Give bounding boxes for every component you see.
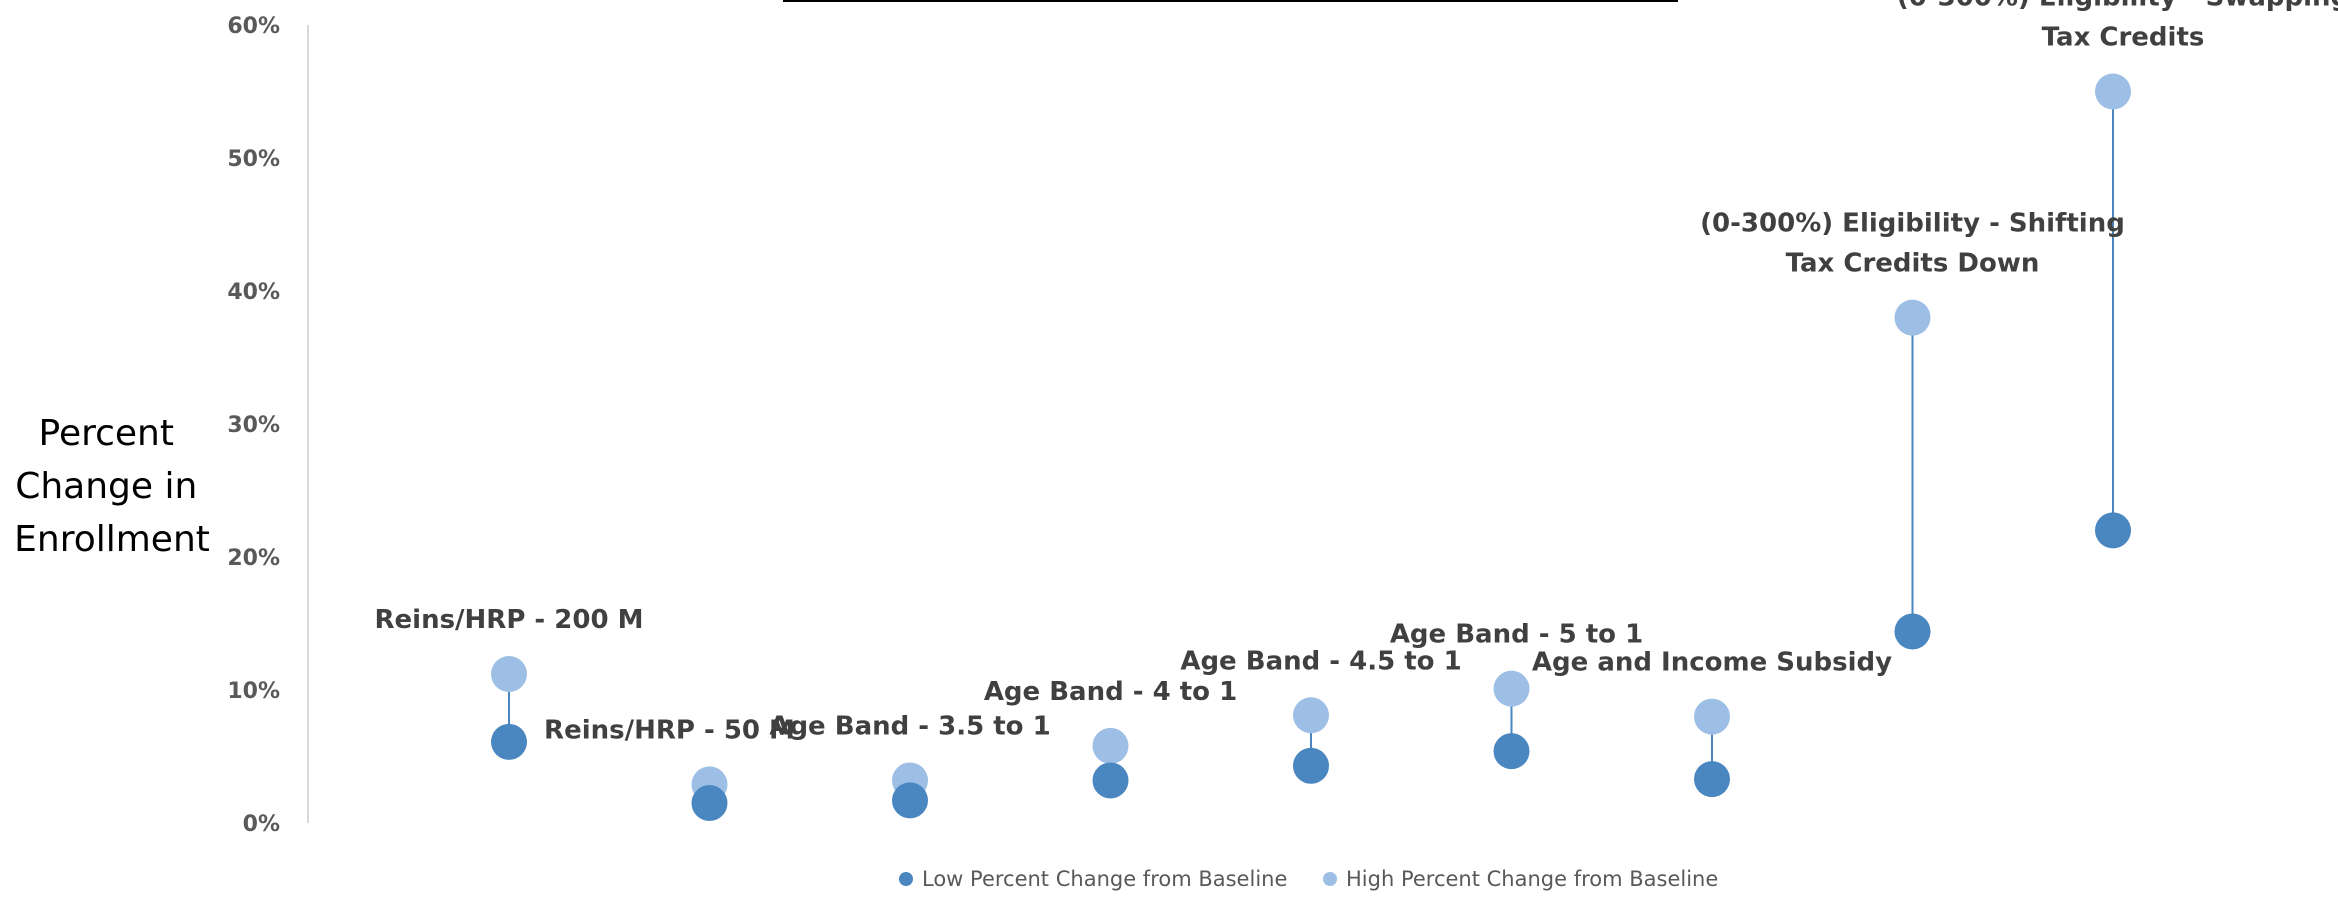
legend-marker: [1323, 872, 1337, 886]
point-label: Age Band - 4 to 1: [984, 677, 1237, 707]
y-axis-title-line-3: Enrollment: [14, 519, 210, 560]
point-label: Tax Credits: [2042, 23, 2205, 53]
low-value-point: [1694, 761, 1730, 798]
y-tick-label: 30%: [227, 413, 280, 438]
y-tick-label: 50%: [227, 147, 280, 172]
high-value-point: [1092, 727, 1129, 764]
point-label: Age and Income Subsidy: [1532, 648, 1892, 678]
point-label: (0-300%) Eligibility - Swapping: [1897, 0, 2338, 13]
y-tick-label: 0%: [243, 812, 280, 837]
legend-label: High Percent Change from Baseline: [1346, 867, 1718, 891]
low-value-point: [691, 785, 728, 822]
high-value-point: [2095, 73, 2131, 110]
legend: Low Percent Change from Baseline High Per…: [899, 867, 1718, 891]
y-axis-title-line-2: Change in: [15, 466, 197, 507]
low-value-point: [491, 723, 527, 760]
connector-lines: [508, 91, 2114, 804]
low-value-point: [2095, 512, 2131, 549]
legend-label: Low Percent Change from Baseline: [922, 867, 1287, 891]
low-value-point: [1493, 733, 1530, 770]
high-value-point: [491, 656, 527, 693]
point-label: Tax Credits Down: [1786, 249, 2040, 279]
low-value-point: [1092, 762, 1129, 799]
high-value-point: [1493, 670, 1530, 707]
high-value-point: [1293, 697, 1329, 734]
point-label: (0-300%) Eligibility - Shifting: [1700, 209, 2125, 239]
y-tick-labels: 0% 10% 20% 30% 40% 50% 60%: [227, 14, 280, 837]
low-value-point: [1293, 747, 1329, 784]
y-tick-label: 20%: [227, 546, 280, 571]
legend-marker: [899, 872, 913, 886]
point-label: Age Band - 3.5 to 1: [769, 711, 1050, 741]
low-value-point: [892, 782, 928, 819]
y-tick-label: 60%: [227, 14, 280, 39]
point-label: Reins/HRP - 200 M: [375, 605, 644, 635]
y-tick-label: 10%: [227, 679, 280, 704]
y-axis-title-line-1: Percent: [39, 413, 174, 454]
y-tick-label: 40%: [227, 280, 280, 305]
point-label: Age Band - 4.5 to 1: [1180, 646, 1461, 676]
high-value-point: [1694, 698, 1730, 735]
y-axis-title: Percent Change in Enrollment: [14, 413, 210, 560]
low-value-point: [1894, 613, 1931, 650]
point-label: Age Band - 5 to 1: [1390, 620, 1643, 650]
point-label: Reins/HRP - 50 M: [544, 715, 795, 745]
data-points: [491, 73, 2131, 822]
high-value-point: [1894, 299, 1931, 336]
